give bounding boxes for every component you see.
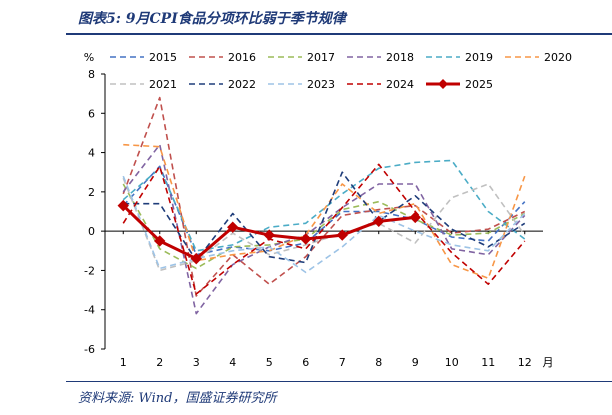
y-tick-label: 2 — [88, 186, 95, 199]
series-line-2019 — [122, 159, 526, 252]
legend-label-2015: 2015 — [149, 51, 177, 64]
legend-marker-2025 — [438, 79, 448, 89]
y-tick-label: 6 — [88, 107, 95, 120]
x-tick-label: 3 — [193, 356, 200, 369]
x-tick-label: 8 — [375, 356, 382, 369]
data-point-2025 — [336, 229, 348, 241]
x-tick-label: 10 — [445, 356, 459, 369]
data-point-2025 — [263, 229, 275, 241]
y-tick-label: -4 — [84, 304, 95, 317]
y-tick-label: -2 — [84, 264, 95, 277]
data-point-2025 — [227, 221, 239, 233]
series-line-2022 — [123, 171, 526, 264]
data-point-2025 — [300, 233, 312, 245]
x-axis-unit-label: 月 — [543, 356, 554, 369]
x-tick-label: 9 — [412, 356, 419, 369]
legend-label-2023: 2023 — [307, 78, 335, 91]
data-point-2025 — [117, 199, 129, 212]
x-tick-label: 5 — [266, 356, 273, 369]
y-tick-label: 8 — [88, 68, 95, 81]
y-tick-label: -6 — [84, 343, 95, 356]
legend-label-2018: 2018 — [386, 51, 414, 64]
page-title: 图表5: 9月CPI食品分项环比弱于季节规律 — [78, 11, 346, 27]
x-tick-label: 7 — [339, 356, 346, 369]
data-point-2025 — [154, 235, 166, 247]
data-point-2025 — [373, 215, 385, 228]
legend-label-2025: 2025 — [465, 78, 493, 91]
legend-label-2024: 2024 — [386, 78, 414, 91]
data-point-2025 — [409, 211, 421, 224]
y-tick-label: 0 — [88, 225, 95, 238]
legend-label-2019: 2019 — [465, 51, 493, 64]
y-axis-label: % — [84, 51, 94, 64]
series-line-2020 — [123, 143, 526, 280]
series-line-2021 — [122, 177, 526, 272]
data-point-2025 — [190, 252, 202, 265]
x-tick-label: 12 — [518, 356, 532, 369]
legend-label-2016: 2016 — [228, 51, 256, 64]
legend-label-2020: 2020 — [544, 51, 572, 64]
x-tick-label: 6 — [302, 356, 309, 369]
y-tick-label: 4 — [88, 147, 95, 160]
legend-label-2021: 2021 — [149, 78, 177, 91]
title-divider — [66, 33, 612, 35]
x-tick-label: 2 — [156, 356, 163, 369]
series-line-2024 — [122, 163, 526, 295]
x-tick-label: 4 — [229, 356, 236, 369]
source-note: 资料来源: Wind，国盛证券研究所 — [78, 391, 277, 406]
legend-label-2017: 2017 — [307, 51, 335, 64]
x-tick-label: 1 — [120, 356, 127, 369]
x-tick-label: 11 — [481, 356, 495, 369]
series-line-2023 — [122, 175, 526, 274]
legend-label-2022: 2022 — [228, 78, 256, 91]
source-divider — [66, 381, 612, 382]
series-line-2017 — [122, 183, 526, 270]
series-line-2016 — [122, 96, 526, 297]
series-line-2018 — [122, 143, 526, 315]
